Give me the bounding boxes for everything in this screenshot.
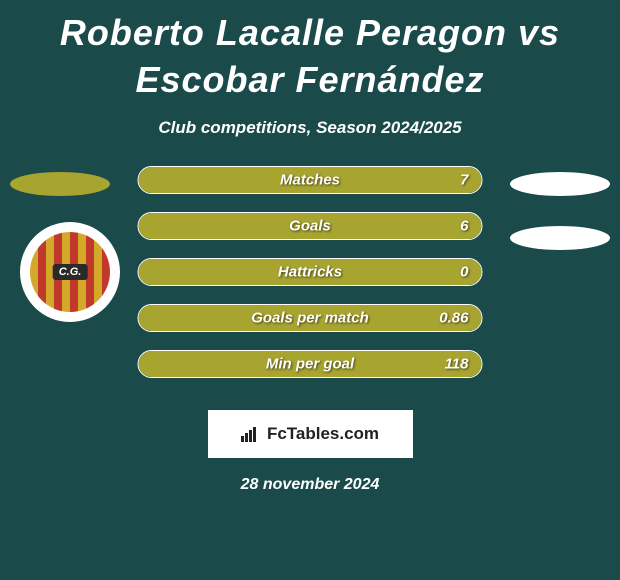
left-player-oval [10,172,110,196]
stat-bars: Matches 7 Goals 6 Hattricks 0 Goals per … [138,166,483,396]
bar-label: Goals [289,217,331,234]
bar-label: Hattricks [278,263,342,280]
date-text: 28 november 2024 [0,476,620,494]
bar-value: 0 [460,263,468,280]
bar-hattricks: Hattricks 0 [138,258,483,286]
bar-label: Goals per match [251,309,369,326]
bar-label: Min per goal [266,355,354,372]
bar-goals-per-match: Goals per match 0.86 [138,304,483,332]
bar-matches: Matches 7 [138,166,483,194]
right-player-oval-1 [510,172,610,196]
page-title: Roberto Lacalle Peragon vs Escobar Ferná… [0,0,620,104]
bar-value: 6 [460,217,468,234]
footer-brand-box: FcTables.com [208,410,413,458]
club-badge: C.G. [20,222,120,322]
footer-brand-text: FcTables.com [267,424,379,444]
bar-label: Matches [280,171,340,188]
bar-value: 118 [445,355,469,372]
bar-value: 0.86 [439,309,468,326]
bar-chart-icon [241,426,261,442]
club-badge-stripes: C.G. [30,232,110,312]
bar-value: 7 [460,171,468,188]
right-player-oval-2 [510,226,610,250]
bar-goals: Goals 6 [138,212,483,240]
stats-area: C.G. Matches 7 Goals 6 Hattricks 0 [0,178,620,408]
bar-min-per-goal: Min per goal 118 [138,350,483,378]
subtitle: Club competitions, Season 2024/2025 [0,118,620,138]
club-badge-text: C.G. [53,264,88,280]
